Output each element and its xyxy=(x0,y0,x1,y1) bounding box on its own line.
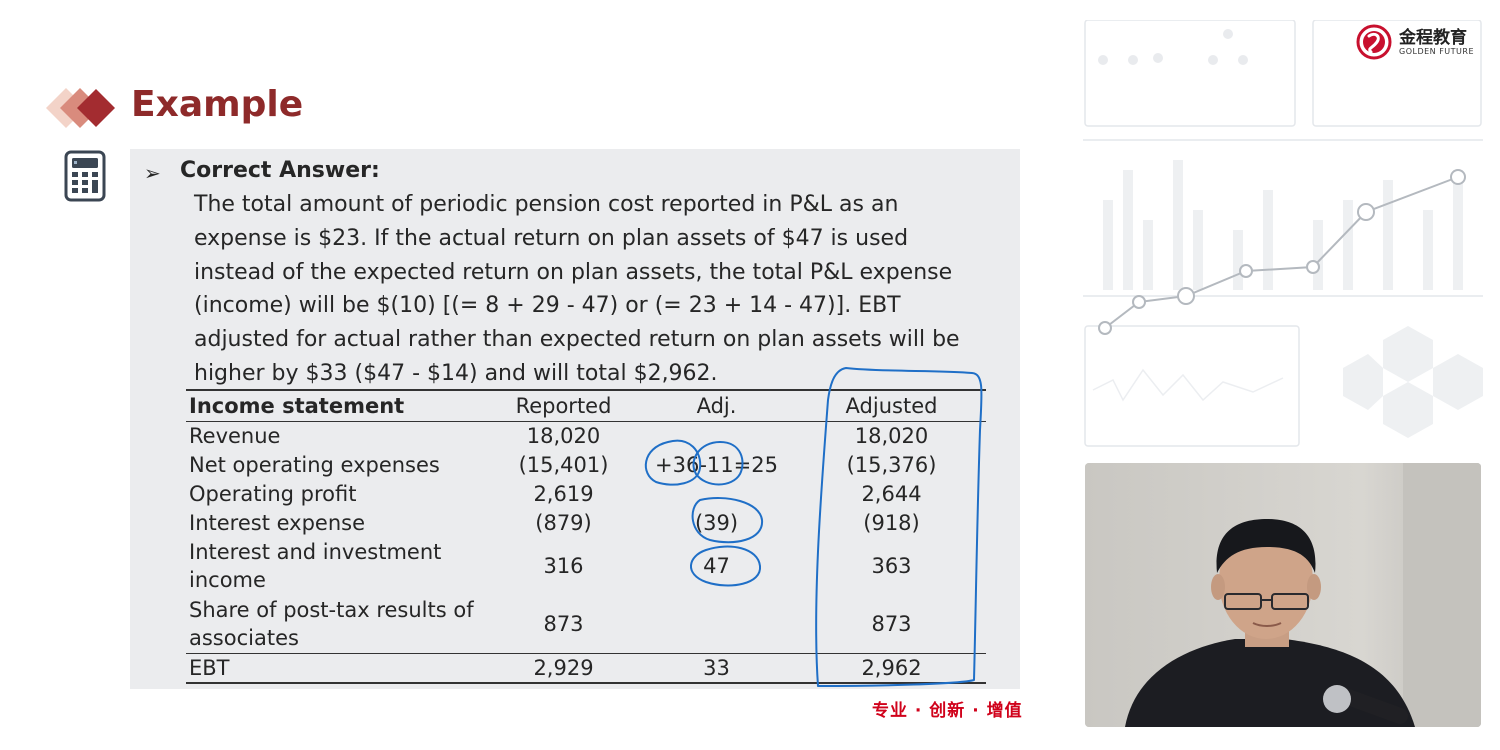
adj-value xyxy=(636,595,794,653)
calculator-icon xyxy=(64,150,106,202)
adj-value xyxy=(636,421,794,450)
answer-line: instead of the expected return on plan a… xyxy=(194,259,953,285)
adjusted-value: 18,020 xyxy=(854,423,929,448)
slogan-text: 专业 · 创新 · 增值 xyxy=(872,701,1023,721)
adjusted-value: 363 xyxy=(871,554,912,578)
logo-text: 金程教育 GOLDEN FUTURE xyxy=(1399,29,1474,56)
answer-heading: Correct Answer: xyxy=(180,158,380,183)
adjusted-value: 2,644 xyxy=(861,481,922,506)
adj-value: 33 xyxy=(636,652,794,684)
header-adjusted: Adjusted xyxy=(794,389,986,422)
reported-value: 316 xyxy=(543,554,584,578)
adj-value: 47 xyxy=(703,554,730,578)
answer-line: adjusted for actual rather than expected… xyxy=(194,327,960,353)
adj-value xyxy=(636,479,794,508)
answer-line: (income) will be $(10) [(= 8 + 29 - 47) … xyxy=(194,293,901,319)
row-label: Revenue xyxy=(189,423,281,448)
background-infographic xyxy=(1083,20,1483,447)
row-label: Interest expense xyxy=(189,510,365,535)
brand-logo: 金程教育 GOLDEN FUTURE xyxy=(1355,24,1474,60)
table-header-row: Income statement Reported Adj. Adjusted xyxy=(186,389,986,422)
row-label: EBT xyxy=(186,652,488,684)
table-row: Net operating expenses (15,401) +36-11=2… xyxy=(186,450,986,479)
logo-emblem-icon xyxy=(1356,24,1392,60)
answer-body: The total amount of periodic pension cos… xyxy=(194,188,1004,391)
table-row: Revenue 18,020 18,020 xyxy=(186,421,986,450)
reported-value: 18,020 xyxy=(526,423,601,448)
presenter-video xyxy=(1085,463,1481,727)
row-label: Share of post-tax results of associates xyxy=(189,597,474,650)
bullet-arrow-icon: ➢ xyxy=(144,161,161,185)
adjusted-value: 873 xyxy=(871,611,912,636)
adjusted-value: (15,376) xyxy=(846,452,937,477)
reported-value: (879) xyxy=(535,510,592,535)
row-label: Operating profit xyxy=(189,481,357,506)
reported-value: 2,929 xyxy=(488,652,636,684)
header-adj: Adj. xyxy=(636,389,794,422)
answer-line: higher by $33 ($47 - $14) and will total… xyxy=(194,360,718,386)
income-statement-table: Income statement Reported Adj. Adjusted … xyxy=(186,389,986,684)
logo-name-en: GOLDEN FUTURE xyxy=(1399,46,1475,56)
table-row: Interest and investment income 316 47 36… xyxy=(186,537,986,595)
reported-value: 873 xyxy=(543,611,584,636)
reported-value: 2,619 xyxy=(533,481,594,506)
title-diamond-icon xyxy=(46,88,115,128)
answer-line: expense is $23. If the actual return on … xyxy=(194,225,909,251)
reported-value: (15,401) xyxy=(518,452,609,477)
slide-title: Example xyxy=(131,84,304,125)
row-label: Net operating expenses xyxy=(189,452,440,477)
adjusted-value: (918) xyxy=(863,510,920,535)
adj-value: +36-11=25 xyxy=(655,452,778,477)
header-reported: Reported xyxy=(488,389,636,422)
header-income-statement: Income statement xyxy=(186,389,488,422)
logo-name-cn: 金程教育 xyxy=(1399,27,1467,48)
table-row: Interest expense (879) (39) (918) xyxy=(186,508,986,537)
adj-value: (39) xyxy=(694,510,739,535)
table-row: Share of post-tax results of associates … xyxy=(186,595,986,653)
presenter-webcam xyxy=(1085,463,1481,727)
table-row: Operating profit 2,619 2,644 xyxy=(186,479,986,508)
answer-line: The total amount of periodic pension cos… xyxy=(194,192,899,217)
row-label: Interest and investment income xyxy=(189,540,442,592)
table-row-ebt: EBT 2,929 33 2,962 xyxy=(186,652,986,684)
adjusted-value: 2,962 xyxy=(794,652,986,684)
